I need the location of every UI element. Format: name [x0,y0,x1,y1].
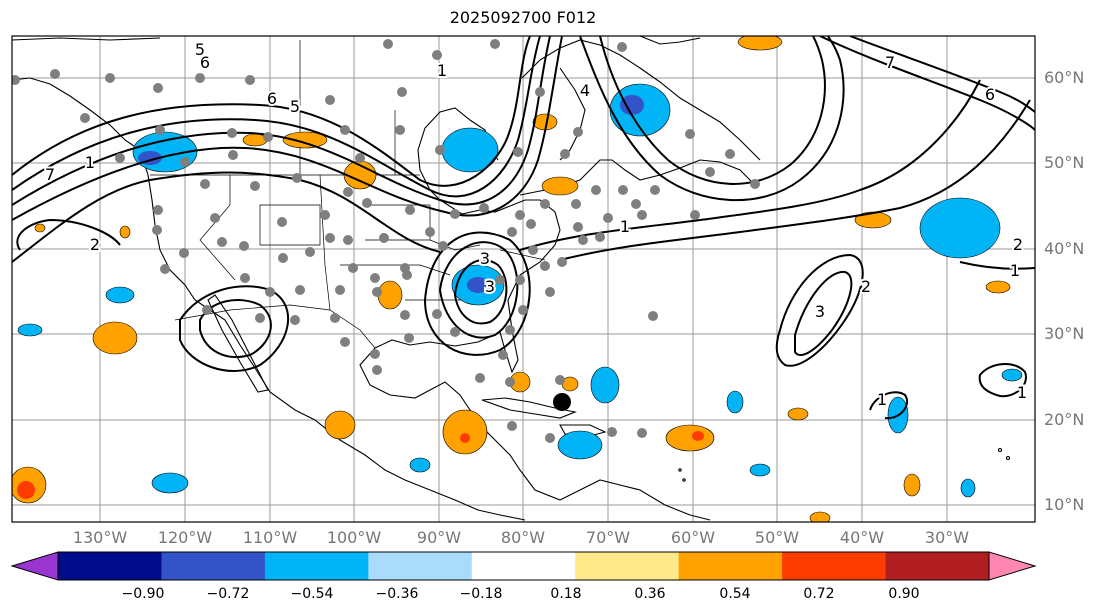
contour-label: 4 [580,81,590,100]
lon-label-110w: 110°W [242,528,298,547]
lat-label-40n: 40°N [1044,239,1085,258]
contour-label: 3 [815,302,825,321]
contour-label: 2 [90,235,100,254]
contour-label: 1 [1010,261,1020,280]
colorbar-tick-label: 0.90 [888,586,920,602]
lon-label-60w: 60°W [670,528,716,547]
contour-label: 1 [620,217,630,236]
lon-label-40w: 40°W [839,528,885,547]
colorbar-tick-label: −0.72 [206,586,250,602]
colorbar-segment [58,552,162,580]
contour-label: 3 [485,277,495,296]
storm-center-marker [553,393,571,411]
lon-label-30w: 30°W [924,528,970,547]
colorbar-tick-label: −0.36 [375,586,419,602]
shaded-field [12,36,1023,522]
colorbar-segment [678,552,783,580]
lon-label-90w: 90°W [416,528,462,547]
colorbar-tick-label: 0.18 [550,586,582,602]
lat-label-60n: 60°N [1044,68,1085,87]
contour-label: 2 [861,277,871,296]
graticule [12,36,1035,522]
contour-label: 7 [885,53,895,72]
contour-label: 7 [45,165,55,184]
lon-label-80w: 80°W [500,528,546,547]
contour-label: 5 [195,40,205,59]
contour-label: 6 [267,89,277,108]
lon-label-70w: 70°W [585,528,631,547]
contour-label: 1 [85,153,95,172]
lon-label-100w: 100°W [326,528,382,547]
colorbar-tick-label: −0.18 [459,586,503,602]
colorbar-segment [782,552,887,580]
lon-label-50w: 50°W [754,528,800,547]
contour-label: 2 [1013,235,1023,254]
colorbar-tick-label: −0.90 [121,586,165,602]
contour-label: 6 [200,53,210,72]
lat-label-10n: 10°N [1044,495,1085,514]
station-markers [12,39,760,443]
colorbar-segment [471,552,576,580]
contour-label: 1 [437,61,447,80]
contour-label: 1 [877,390,887,409]
lat-label-20n: 20°N [1044,410,1085,429]
colorbar-segment [264,552,369,580]
colorbar-segment [368,552,473,580]
colorbar-segment [161,552,266,580]
colorbar-segment [885,552,990,580]
lon-label-130w: 130°W [72,528,128,547]
map-title: 2025092700 F012 [449,8,597,27]
lat-label-50n: 50°N [1044,153,1085,172]
map-frame [11,35,1036,523]
height-contours [12,36,1035,420]
colorbar-tick-label: 0.36 [634,586,666,602]
lat-label-30n: 30°N [1044,324,1085,343]
colorbar [10,551,1037,581]
contour-label: 1 [1017,383,1027,402]
colorbar-tick-label: 0.54 [719,586,751,602]
contour-label: 3 [480,249,490,268]
colorbar-tick-label: 0.72 [803,586,835,602]
colorbar-tick-label: −0.54 [290,586,334,602]
lon-label-120w: 120°W [157,528,213,547]
contour-label: 6 [985,85,995,104]
contour-label: 5 [290,97,300,116]
colorbar-segment [575,552,680,580]
